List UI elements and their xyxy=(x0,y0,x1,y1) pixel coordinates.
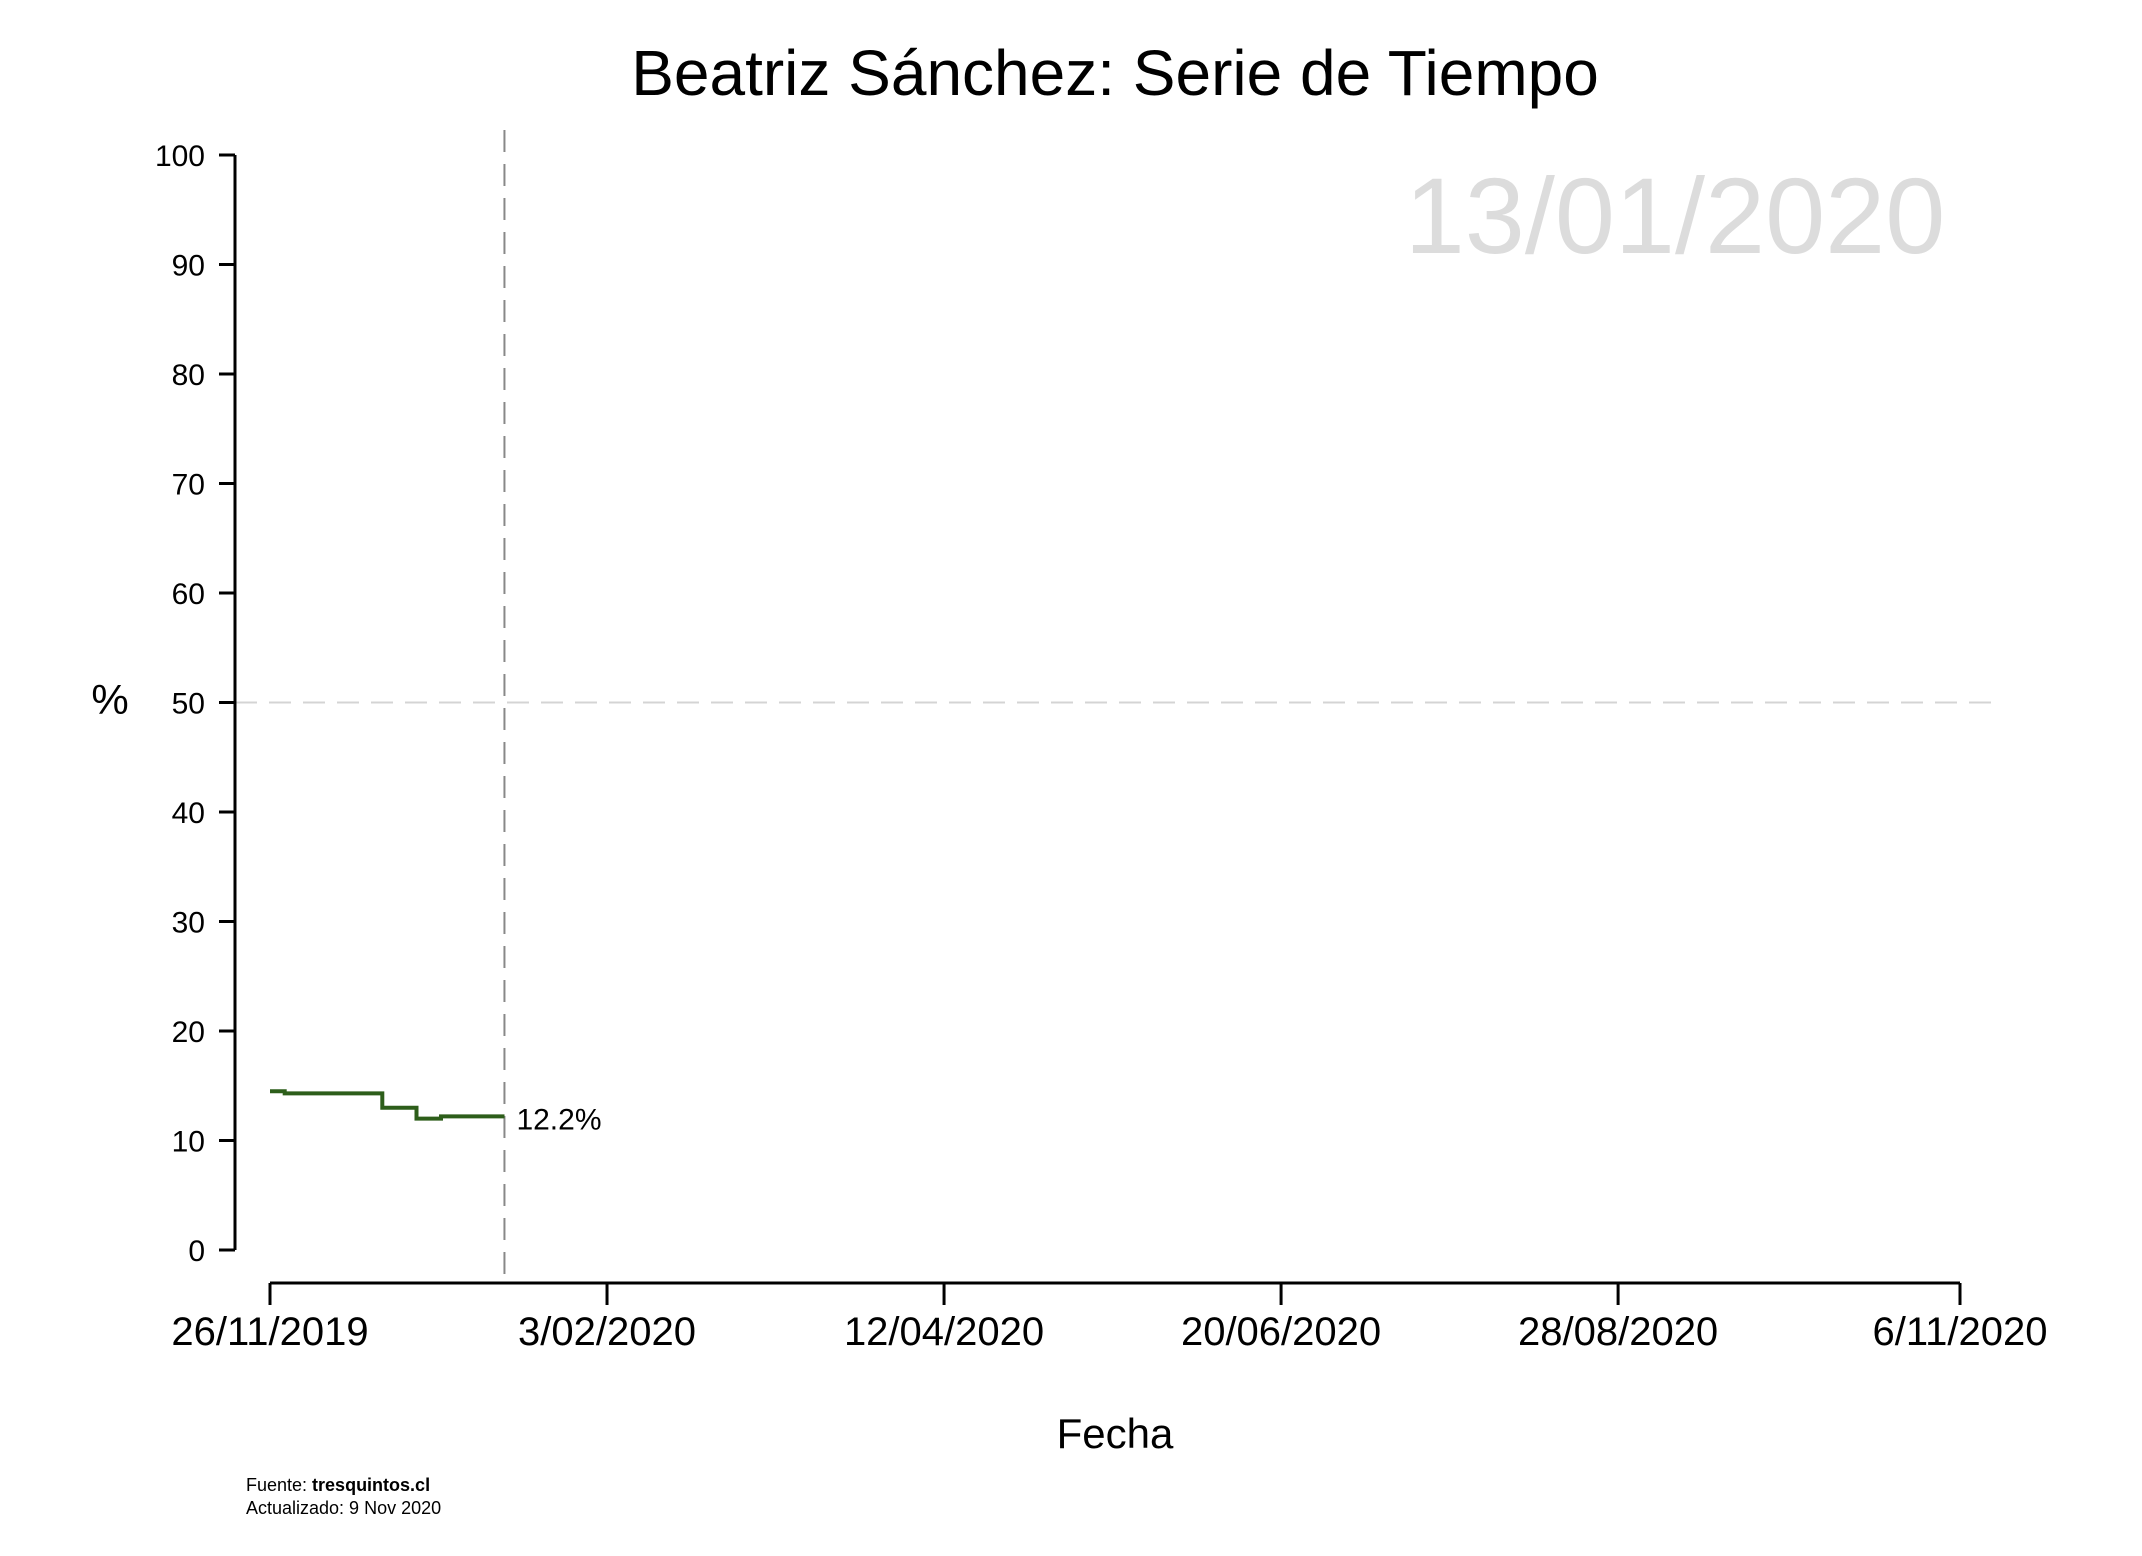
x-tick-label: 28/08/2020 xyxy=(1518,1310,1718,1354)
end-value-label: 12.2% xyxy=(516,1103,601,1136)
chart-title: Beatriz Sánchez: Serie de Tiempo xyxy=(631,37,1599,109)
y-tick-label: 70 xyxy=(172,469,205,502)
y-tick-label: 0 xyxy=(188,1235,205,1268)
y-tick-label: 50 xyxy=(172,688,205,721)
y-tick-label: 20 xyxy=(172,1016,205,1049)
x-tick-label: 6/11/2020 xyxy=(1873,1310,2048,1354)
y-tick-label: 60 xyxy=(172,578,205,611)
y-tick-label: 40 xyxy=(172,797,205,830)
x-axis-label: Fecha xyxy=(1057,1410,1174,1457)
series-layer: 12.2% xyxy=(270,1089,602,1136)
x-tick-label: 3/02/2020 xyxy=(518,1310,696,1354)
y-tick-label: 100 xyxy=(155,140,205,173)
y-tick-label: 80 xyxy=(172,359,205,392)
x-tick-label: 20/06/2020 xyxy=(1181,1310,1381,1354)
y-tick-label: 10 xyxy=(172,1126,205,1159)
y-tick-label: 90 xyxy=(172,250,205,283)
source-line: Fuente: tresquintos.cl xyxy=(246,1475,430,1495)
y-axis-label: % xyxy=(91,676,128,723)
x-axis: 26/11/2019 3/02/2020 12/04/2020 20/06/2020 2… xyxy=(171,1281,2048,1354)
source-prefix: Fuente: xyxy=(246,1475,312,1495)
reference-lines xyxy=(235,130,2000,1285)
updated-line: Actualizado: 9 Nov 2020 xyxy=(246,1498,441,1518)
y-tick-label: 30 xyxy=(172,907,205,940)
x-tick-label: 26/11/2019 xyxy=(171,1310,368,1354)
source-site: tresquintos.cl xyxy=(312,1475,430,1495)
series-line xyxy=(270,1089,505,1121)
x-tick-label: 12/04/2020 xyxy=(844,1310,1044,1354)
y-axis: 0 10 20 30 40 50 60 70 80 90 100 xyxy=(155,140,237,1268)
current-date-watermark: 13/01/2020 xyxy=(1405,155,1946,276)
